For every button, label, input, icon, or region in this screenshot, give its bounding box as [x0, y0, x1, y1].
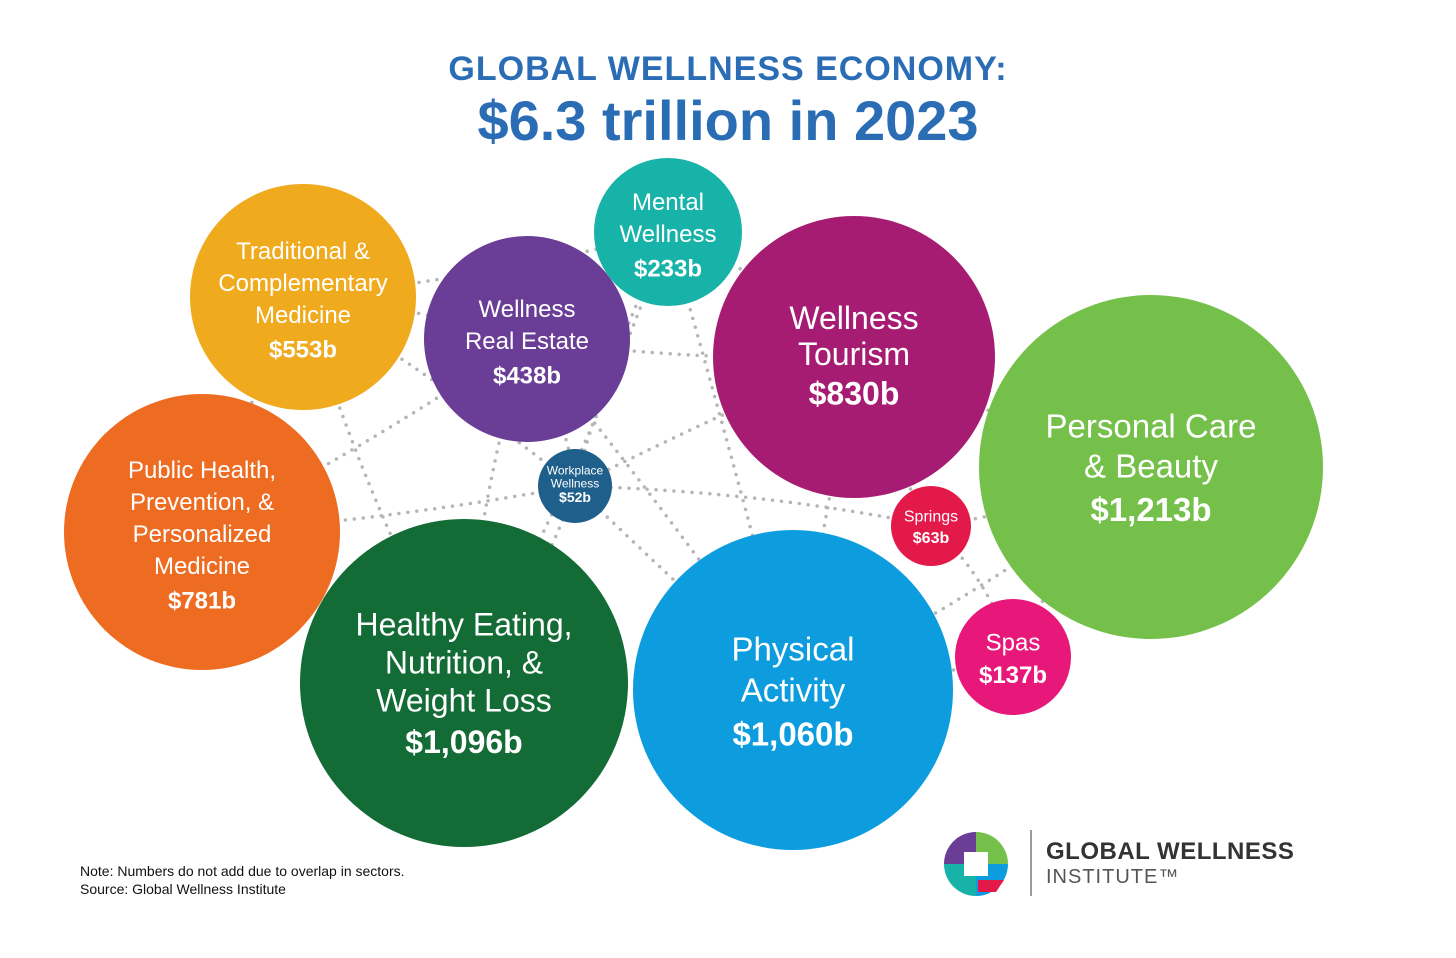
bubble-personal-care-beauty: Personal Care& Beauty $1,213b — [979, 295, 1323, 639]
connector-path — [573, 484, 933, 528]
bubble-value-label: $1,213b — [1090, 491, 1211, 528]
bubble-value-label: $438b — [493, 362, 561, 389]
bubble-wellness-real-estate: Wellness Real Estate $438b — [424, 236, 630, 442]
bubble-value-label: $63b — [913, 530, 950, 547]
bubble-label: Nutrition, & — [385, 645, 543, 681]
bubble-circle — [594, 158, 742, 306]
bubble-label: Personalized — [133, 521, 272, 548]
bubble-traditional-complementary-medicine: Traditional & Complementary Medicine $553b — [190, 184, 416, 410]
bubble-mental-wellness: Mental Wellness $233b — [594, 158, 742, 306]
bubble-value-label: $830b — [809, 375, 900, 411]
bubble-value-label: $52b — [559, 489, 591, 505]
bubble-label: Personal Care — [1046, 408, 1257, 445]
bubble-label: Traditional & — [236, 238, 370, 265]
bubble-group: Traditional & Complementary Medicine $553b W… — [64, 158, 1323, 850]
bubble-circle — [190, 184, 416, 410]
bubble-value-label: $553b — [269, 336, 337, 363]
bubble-circle — [633, 530, 953, 850]
bubble-circle — [424, 236, 630, 442]
bubble-circle — [64, 394, 340, 670]
source-text: Source: Global Wellness Institute — [80, 881, 286, 897]
bubble-circle — [538, 449, 612, 523]
bubble-value-label: $233b — [634, 255, 702, 282]
bubble-label: Medicine — [154, 553, 250, 580]
bubble-label: Prevention, & — [130, 489, 274, 516]
bubble-label: Wellness — [551, 476, 599, 490]
bubble-value-label: $1,096b — [405, 724, 522, 760]
logo-name: GLOBAL WELLNESS — [1046, 838, 1295, 865]
logo-divider — [1030, 830, 1032, 896]
logo-subtitle: INSTITUTE™ — [1046, 866, 1180, 888]
bubble-label: Wellness — [620, 221, 717, 248]
bubble-label: Tourism — [798, 336, 910, 372]
bubble-label: Physical — [732, 630, 855, 667]
bubble-circle — [300, 519, 628, 847]
bubble-label: & Beauty — [1084, 448, 1218, 485]
note-text: Note: Numbers do not add due to overlap … — [80, 863, 405, 879]
bubble-circle — [713, 216, 995, 498]
bubble-label: Spas — [986, 629, 1041, 656]
logo-segment — [978, 880, 1004, 892]
bubble-spas: Spas $137b — [955, 599, 1071, 715]
chart-title-line1: GLOBAL WELLNESS ECONOMY: — [448, 50, 1008, 88]
bubble-label: Public Health, — [128, 457, 276, 484]
bubble-label: Weight Loss — [376, 683, 552, 719]
connector-path — [791, 465, 1153, 692]
bubble-circle — [891, 486, 971, 566]
chart-title-line2: $6.3 trillion in 2023 — [477, 89, 979, 152]
bubble-label: Real Estate — [465, 328, 589, 355]
bubble-circle — [955, 599, 1071, 715]
bubble-label: Mental — [632, 189, 704, 216]
gwi-logo: GLOBAL WELLNESS INSTITUTE™ — [938, 828, 1338, 898]
bubble-label: Wellness — [789, 300, 918, 336]
bubble-value-label: $137b — [979, 662, 1047, 689]
bubble-label: Springs — [904, 509, 958, 526]
bubble-circle — [979, 295, 1323, 639]
bubble-value-label: $1,060b — [732, 716, 853, 753]
bubble-healthy-eating-nutrition-weight-loss: Healthy Eating,Nutrition, &Weight Loss $1… — [300, 519, 628, 847]
logo-center — [964, 852, 988, 876]
bubble-label: Activity — [741, 671, 846, 708]
bubble-label: Healthy Eating, — [355, 607, 572, 643]
bubble-public-health-prevention-personalized-medicine: Public Health, Prevention, & Personalized M… — [64, 394, 340, 670]
bubble-label: Medicine — [255, 302, 351, 329]
bubble-label: Complementary — [218, 270, 387, 297]
footnote: Note: Numbers do not add due to overlap … — [80, 862, 405, 898]
bubble-physical-activity: Physical Activity $1,060b — [633, 530, 953, 850]
bubble-label: Wellness — [479, 296, 576, 323]
bubble-label: Workplace — [547, 463, 604, 477]
bubble-value-label: $781b — [168, 587, 236, 614]
bubble-springs: Springs $63b — [891, 486, 971, 566]
gwi-logo-mark — [944, 832, 1008, 896]
